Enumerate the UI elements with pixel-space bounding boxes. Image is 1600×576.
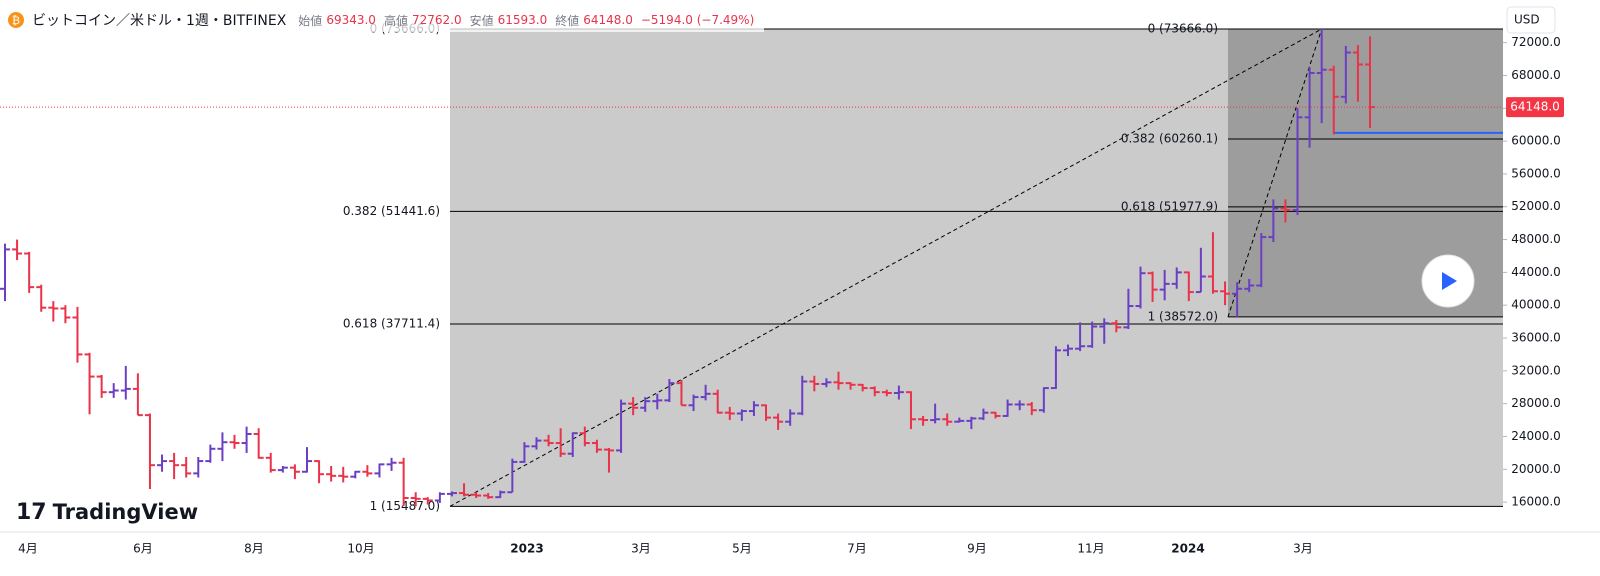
- fib-label: 1 (38572.0): [1148, 309, 1218, 323]
- x-tick-label: 2023: [510, 542, 543, 556]
- y-tick-label: 40000.0: [1511, 298, 1561, 312]
- change: −5194.0 (−7.49%): [640, 13, 755, 27]
- high: 72762.0: [411, 13, 462, 27]
- x-tick-label: 5月: [732, 542, 752, 556]
- currency-box: [1506, 6, 1556, 34]
- price-axis-bg: [1503, 0, 1600, 576]
- trend-line: [1227, 28, 1323, 318]
- close: 64148.0: [583, 13, 633, 27]
- last-price-label: 64148.0: [1510, 100, 1560, 114]
- y-tick-label: 24000.0: [1511, 429, 1561, 443]
- logo: 17: [16, 500, 47, 525]
- watermark: 17 TradingView: [16, 500, 198, 525]
- low: 61593.0: [497, 13, 548, 27]
- y-tick-label: 36000.0: [1511, 331, 1561, 345]
- x-tick-label: 3月: [1293, 542, 1313, 556]
- x-tick-label: 8月: [244, 542, 264, 556]
- y-tick-label: 56000.0: [1511, 166, 1561, 180]
- x-tick-label: 11月: [1077, 542, 1104, 556]
- x-tick-label: 7月: [847, 542, 867, 556]
- fib-label: 0.618 (37711.4): [343, 316, 440, 330]
- fib-label: 0.382 (51441.6): [343, 204, 440, 218]
- fib-label: 1 (15487.0): [370, 499, 440, 513]
- x-tick-label: 4月: [18, 542, 38, 556]
- last-price-box: [1506, 97, 1564, 118]
- x-tick-label: 2024: [1171, 542, 1204, 556]
- y-tick-label: 44000.0: [1511, 265, 1561, 279]
- play-icon: [1442, 272, 1457, 290]
- y-tick-label: 52000.0: [1511, 199, 1561, 213]
- legend-header: ₿ ビットコイン／米ドル・1週・BITFINEX 始値 69343.0 高値 727…: [8, 8, 765, 32]
- trend-line: [449, 28, 1322, 507]
- x-tick-label: 9月: [967, 542, 987, 556]
- y-tick-label: 48000.0: [1511, 232, 1561, 246]
- currency: USD: [1514, 13, 1540, 27]
- x-tick-label: 3月: [631, 542, 651, 556]
- coin-icon: ₿: [8, 12, 24, 28]
- fib-label: 0 (73666.0): [1148, 21, 1218, 35]
- watermark-text: TradingView: [52, 500, 199, 524]
- y-tick-label: 60000.0: [1511, 134, 1561, 148]
- fib-label: 0.618 (51977.9): [1121, 199, 1218, 213]
- y-tick-label: 68000.0: [1511, 68, 1561, 82]
- open: 69343.0: [326, 13, 376, 27]
- open-label: 始値: [298, 13, 323, 28]
- y-tick-label: 32000.0: [1511, 363, 1561, 377]
- high-label: 高値: [383, 13, 408, 28]
- x-tick-label: 6月: [133, 542, 153, 556]
- x-tick-label: 10月: [347, 542, 374, 556]
- y-tick-label: 72000.0: [1511, 35, 1561, 49]
- y-tick-label: 20000.0: [1511, 462, 1561, 476]
- fib-label: 0.382 (60260.1): [1121, 131, 1218, 145]
- close-label: 終値: [555, 13, 580, 28]
- low-label: 安値: [469, 13, 494, 28]
- y-tick-label: 28000.0: [1511, 396, 1561, 410]
- y-tick-label: 16000.0: [1511, 495, 1561, 509]
- symbol: ビットコイン／米ドル・1週・BITFINEX: [32, 13, 287, 29]
